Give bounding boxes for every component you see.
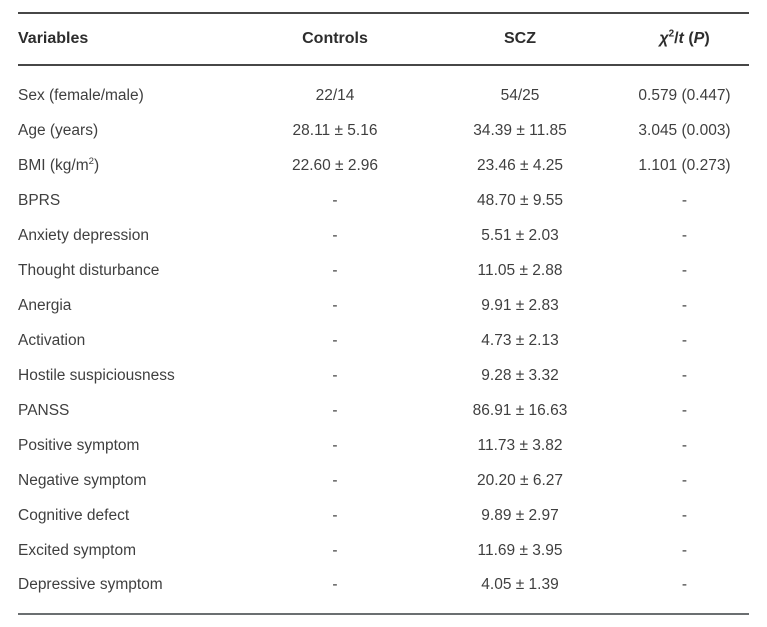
- cell-controls: -: [332, 541, 338, 559]
- chi-symbol: χ: [659, 30, 669, 47]
- table-row: Sex (female/male) 22/14 54/25 0.579 (0.447): [18, 65, 749, 113]
- cell-variable: Excited symptom: [18, 541, 137, 559]
- table-header: Variables Controls SCZ χ2/t (P): [18, 13, 749, 66]
- cell-stat: -: [681, 471, 688, 489]
- header-row: Variables Controls SCZ χ2/t (P): [18, 13, 749, 66]
- stat-slash: /: [674, 30, 679, 47]
- cell-controls: 22/14: [315, 87, 355, 104]
- statistics-table: Variables Controls SCZ χ2/t (P) Sex (fem…: [18, 12, 749, 615]
- table-row: Negative symptom - 20.20 ± 6.27 -: [18, 463, 749, 498]
- table-row: BMI (kg/m2) 22.60 ± 2.96 23.46 ± 4.25 1.101…: [18, 148, 749, 183]
- cell-scz: 5.51 ± 2.03: [481, 226, 559, 244]
- stat-paren-open: (: [683, 30, 694, 47]
- cell-controls: -: [332, 261, 338, 279]
- cell-stat: 0.579 (0.447): [638, 87, 731, 104]
- cell-stat: -: [681, 506, 688, 524]
- cell-scz: 9.89 ± 2.97: [481, 506, 559, 524]
- stat-p-symbol: P: [693, 30, 705, 47]
- cell-controls: 28.11 ± 5.16: [292, 121, 378, 139]
- cell-stat: -: [681, 401, 688, 419]
- cell-variable: Positive symptom: [18, 436, 140, 454]
- cell-controls: -: [332, 226, 338, 244]
- cell-variable: Hostile suspiciousness: [18, 366, 175, 384]
- chi-superscript: 2: [668, 28, 675, 40]
- cell-controls: -: [332, 506, 338, 524]
- cell-scz: 4.05 ± 1.39: [481, 576, 559, 593]
- cell-stat: -: [681, 576, 688, 593]
- cell-stat: -: [681, 191, 688, 209]
- cell-variable: Depressive symptom: [18, 576, 163, 593]
- cell-controls: -: [332, 471, 338, 489]
- cell-variable: BMI (kg/m2): [18, 155, 100, 174]
- cell-controls: -: [332, 191, 338, 209]
- table-row: Anxiety depression - 5.51 ± 2.03 -: [18, 218, 749, 253]
- cell-controls: 22.60 ± 2.96: [291, 156, 379, 174]
- cell-scz: 34.39 ± 11.85: [473, 121, 567, 139]
- cell-stat: -: [681, 261, 688, 279]
- table-row: Anergia - 9.91 ± 2.83 -: [18, 288, 749, 323]
- cell-scz: 11.05 ± 2.88: [477, 261, 563, 279]
- cell-stat: -: [681, 331, 688, 349]
- cell-controls: -: [332, 331, 338, 349]
- cell-stat: -: [681, 366, 688, 384]
- table-body: Sex (female/male) 22/14 54/25 0.579 (0.447)…: [18, 65, 749, 614]
- table-row: PANSS - 86.91 ± 16.63 -: [18, 393, 749, 428]
- stat-paren-close: ): [704, 30, 710, 47]
- table-row: Depressive symptom - 4.05 ± 1.39 -: [18, 568, 749, 614]
- cell-scz: 48.70 ± 9.55: [476, 191, 564, 209]
- cell-stat: -: [681, 541, 688, 559]
- table-row: Thought disturbance - 11.05 ± 2.88 -: [18, 253, 749, 288]
- table-row: Activation - 4.73 ± 2.13 -: [18, 323, 749, 358]
- column-header-variables: Variables: [18, 13, 250, 66]
- cell-scz: 9.91 ± 2.83: [481, 296, 559, 314]
- table-row: Positive symptom - 11.73 ± 3.82 -: [18, 428, 749, 463]
- cell-stat: -: [681, 436, 688, 454]
- cell-controls: -: [332, 401, 338, 419]
- table-row: Excited symptom - 11.69 ± 3.95 -: [18, 533, 749, 568]
- cell-controls: -: [332, 366, 338, 384]
- table-row: BPRS - 48.70 ± 9.55 -: [18, 183, 749, 218]
- cell-scz: 86.91 ± 16.63: [472, 401, 568, 419]
- cell-variable: Age (years): [18, 121, 99, 139]
- variable-superscript: 2: [88, 155, 94, 167]
- cell-scz: 11.73 ± 3.82: [477, 436, 563, 454]
- stat-t-symbol: t: [678, 30, 684, 47]
- cell-scz: 4.73 ± 2.13: [481, 331, 559, 349]
- column-header-chi2-t-p: χ2/t (P): [620, 13, 749, 66]
- cell-variable: Cognitive defect: [18, 506, 130, 524]
- cell-variable: BPRS: [18, 191, 61, 209]
- cell-variable: PANSS: [18, 401, 70, 419]
- column-header-controls: Controls: [250, 13, 420, 66]
- table-row: Cognitive defect - 9.89 ± 2.97 -: [18, 498, 749, 533]
- cell-variable: Anxiety depression: [18, 226, 149, 244]
- cell-variable: Thought disturbance: [18, 261, 160, 279]
- cell-scz: 23.46 ± 4.25: [476, 156, 564, 174]
- cell-controls: -: [332, 436, 338, 454]
- cell-scz: 20.20 ± 6.27: [476, 471, 564, 489]
- cell-scz: 11.69 ± 3.95: [477, 541, 563, 559]
- cell-stat: 3.045 (0.003): [638, 121, 731, 139]
- cell-stat: -: [681, 226, 688, 244]
- cell-variable: Anergia: [18, 296, 72, 314]
- table-row: Hostile suspiciousness - 9.28 ± 3.32 -: [18, 358, 749, 393]
- cell-controls: -: [332, 576, 338, 593]
- cell-scz: 9.28 ± 3.32: [481, 366, 559, 384]
- cell-scz: 54/25: [500, 87, 540, 104]
- cell-variable: Activation: [18, 331, 86, 349]
- cell-variable: Sex (female/male): [18, 87, 144, 104]
- table-row: Age (years) 28.11 ± 5.16 34.39 ± 11.85 3.04…: [18, 113, 749, 148]
- cell-controls: -: [332, 296, 338, 314]
- cell-variable: Negative symptom: [18, 471, 147, 489]
- column-header-scz: SCZ: [420, 13, 620, 66]
- cell-stat: 1.101 (0.273): [638, 156, 731, 174]
- cell-stat: -: [681, 296, 688, 314]
